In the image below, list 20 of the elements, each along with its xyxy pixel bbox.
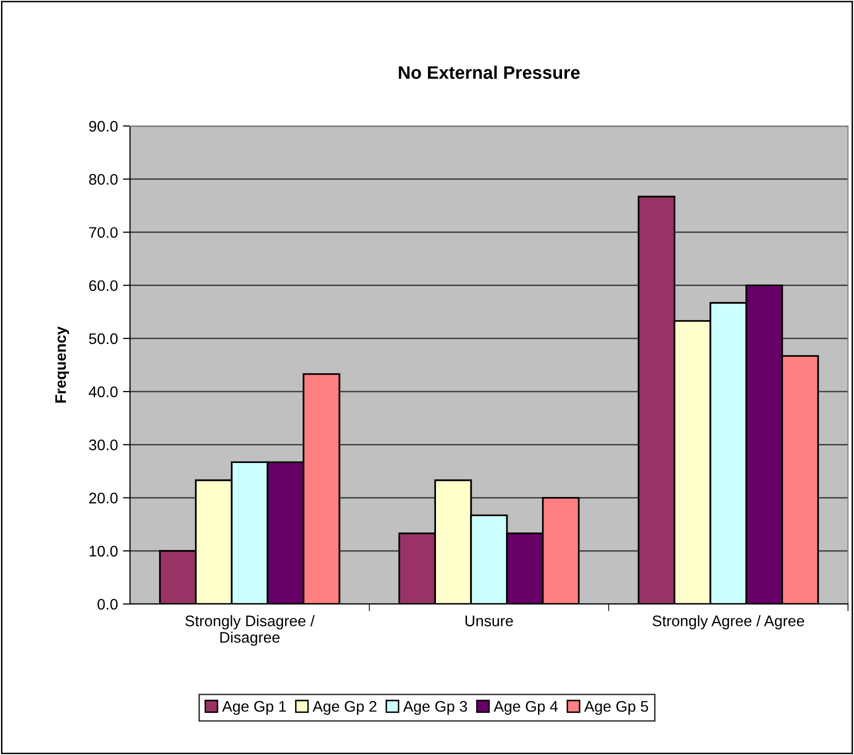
legend-label: Age Gp 2 bbox=[312, 700, 376, 715]
legend-label: Age Gp 1 bbox=[222, 700, 286, 715]
legend-label: Age Gp 5 bbox=[584, 700, 648, 715]
x-tick-label: Unsure bbox=[466, 616, 513, 626]
y-tick-label: 10.0 bbox=[90, 546, 118, 557]
y-tick-label: 40.0 bbox=[88, 386, 118, 398]
y-tick-label: 80.0 bbox=[89, 174, 118, 185]
y-tick-label: 70.0 bbox=[89, 227, 118, 238]
y-tick-label: 90.0 bbox=[89, 120, 118, 132]
x-tick-label: Strongly Agree / Agree bbox=[652, 615, 804, 630]
legend-label: Age Gp 4 bbox=[494, 700, 558, 715]
y-axis-title: Frequency bbox=[55, 326, 70, 403]
y-tick-label: 0.0 bbox=[98, 598, 118, 610]
y-tick-label: 20.0 bbox=[89, 492, 118, 504]
legend-label: Age Gp 3 bbox=[403, 700, 468, 715]
y-tick-label: 30.0 bbox=[89, 440, 118, 450]
chart-title: No External Pressure bbox=[398, 66, 580, 79]
y-tick-label: 60.0 bbox=[89, 280, 118, 292]
y-tick-label: 50.0 bbox=[89, 333, 118, 344]
x-tick-label: Strongly Disagree / Disagree bbox=[185, 615, 315, 646]
